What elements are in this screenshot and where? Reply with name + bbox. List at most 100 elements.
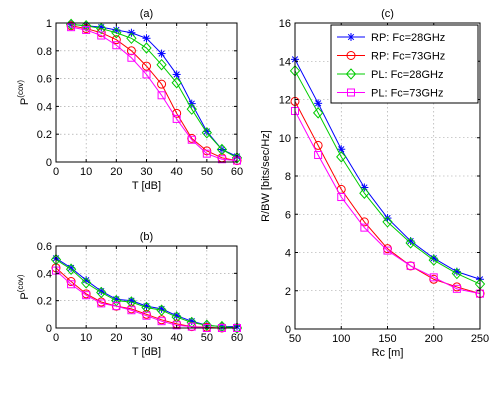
legend-label: PL: Fc=73GHz (371, 88, 443, 100)
data-point (360, 223, 369, 232)
data-point (405, 237, 416, 249)
data-point (313, 140, 323, 150)
legend-marker (346, 51, 356, 60)
series-pl-73 (291, 106, 484, 298)
y-tick-label: 0 (46, 323, 52, 335)
y-tick-label: 0.2 (37, 296, 52, 308)
data-point (383, 246, 392, 255)
x-tick-label: 0 (53, 332, 59, 344)
data-point (314, 150, 323, 159)
y-tick-label: 2 (285, 286, 291, 298)
chart-panel-a: 0 10 20 30 40 50 60 0 0.2 0.4 0.6 0.8 1 (a) T [dB] P(co… (16, 8, 243, 192)
y-tick-label: 16 (279, 18, 291, 30)
data-point (80, 277, 92, 289)
y-tick-label: 1 (46, 18, 52, 30)
legend-marker (347, 33, 355, 41)
legend: RP: Fc=28GHz RP: Fc=73GHz PL: Fc=28GHz PL: … (330, 24, 479, 104)
data-point (96, 286, 107, 299)
data-point (157, 79, 167, 89)
x-tick-label: 10 (80, 166, 92, 178)
legend-box (330, 24, 479, 104)
data-point (406, 261, 415, 270)
y-axis-label: P(cov) (16, 80, 31, 105)
data-point (111, 26, 122, 39)
data-point (359, 187, 370, 199)
x-axis-label: T [dB] (132, 346, 161, 358)
x-tick-label: 60 (231, 166, 243, 178)
data-point (82, 291, 91, 300)
data-point (202, 149, 211, 158)
y-tick-label: 0.4 (37, 101, 52, 113)
data-point (142, 70, 151, 79)
y-axis-label: R/BW [bits/sec/Hz] (260, 130, 272, 222)
data-point (337, 193, 346, 202)
data-point (451, 267, 463, 280)
series-rp-28 (291, 55, 484, 284)
chart-title: (b) (140, 231, 153, 243)
data-point (382, 216, 393, 228)
data-point (157, 317, 166, 326)
data-point (126, 32, 137, 45)
x-tick-label: 10 (80, 332, 92, 344)
series-line (294, 110, 481, 295)
data-point (142, 34, 151, 43)
data-point (186, 103, 197, 115)
x-tick-label: 20 (110, 166, 122, 178)
y-tick-label: 0.6 (37, 241, 52, 253)
data-point (201, 127, 213, 139)
data-point (142, 311, 151, 320)
y-tick-label: 0.2 (37, 129, 52, 141)
data-point (187, 322, 196, 331)
data-point (126, 46, 136, 56)
chart-title: (a) (140, 8, 153, 20)
legend-marker (347, 88, 355, 97)
data-point (231, 152, 243, 164)
legend-entry-pl-28: PL: Fc=28GHz (337, 68, 443, 81)
y-axis-label: P(cov) (16, 274, 31, 299)
series-line (294, 70, 481, 285)
data-point (65, 263, 77, 275)
x-tick-label: 150 (378, 333, 396, 345)
x-tick-label: 50 (289, 333, 301, 345)
data-point (112, 41, 121, 50)
y-tick-label: 0 (46, 157, 52, 169)
y-tick-label: 0.8 (37, 46, 52, 58)
x-tick-label: 30 (140, 166, 152, 178)
data-point (112, 302, 121, 311)
data-point (142, 61, 151, 71)
data-point (97, 299, 106, 308)
x-tick-label: 0 (53, 166, 59, 178)
data-point (312, 107, 324, 119)
data-point (111, 35, 121, 45)
data-point (127, 306, 136, 315)
y-tick-label: 14 (279, 56, 291, 68)
data-point (96, 22, 107, 35)
legend-entry-rp-73: RP: Fc=73GHz (337, 51, 445, 63)
data-point (171, 77, 182, 89)
data-point (187, 135, 196, 144)
y-tick-label: 0.6 (37, 74, 52, 86)
x-axis-label: Rc [m] (372, 347, 404, 359)
y-tick-label: 0 (285, 324, 291, 336)
x-tick-label: 20 (110, 332, 122, 344)
legend-label: RP: Fc=73GHz (371, 51, 445, 63)
legend-marker (345, 68, 357, 80)
x-tick-label: 40 (171, 332, 183, 344)
legend-label: RP: Fc=28GHz (371, 32, 445, 44)
data-point (141, 42, 152, 54)
x-tick-label: 60 (231, 332, 243, 344)
legend-label: PL: Fc=28GHz (371, 69, 443, 81)
data-point (67, 280, 76, 289)
y-tick-label: 6 (285, 209, 291, 221)
y-tick-label: 12 (279, 95, 291, 107)
y-tick-label: 0.4 (37, 268, 52, 280)
data-point (67, 23, 76, 32)
legend-entry-pl-73: PL: Fc=73GHz (337, 88, 443, 100)
legend-entry-rp-28: RP: Fc=28GHz (337, 32, 445, 44)
y-tick-label: 4 (285, 248, 291, 260)
data-point (428, 254, 439, 266)
data-point (217, 155, 226, 164)
data-point (201, 319, 213, 332)
data-point (452, 284, 461, 293)
x-tick-label: 30 (140, 332, 152, 344)
